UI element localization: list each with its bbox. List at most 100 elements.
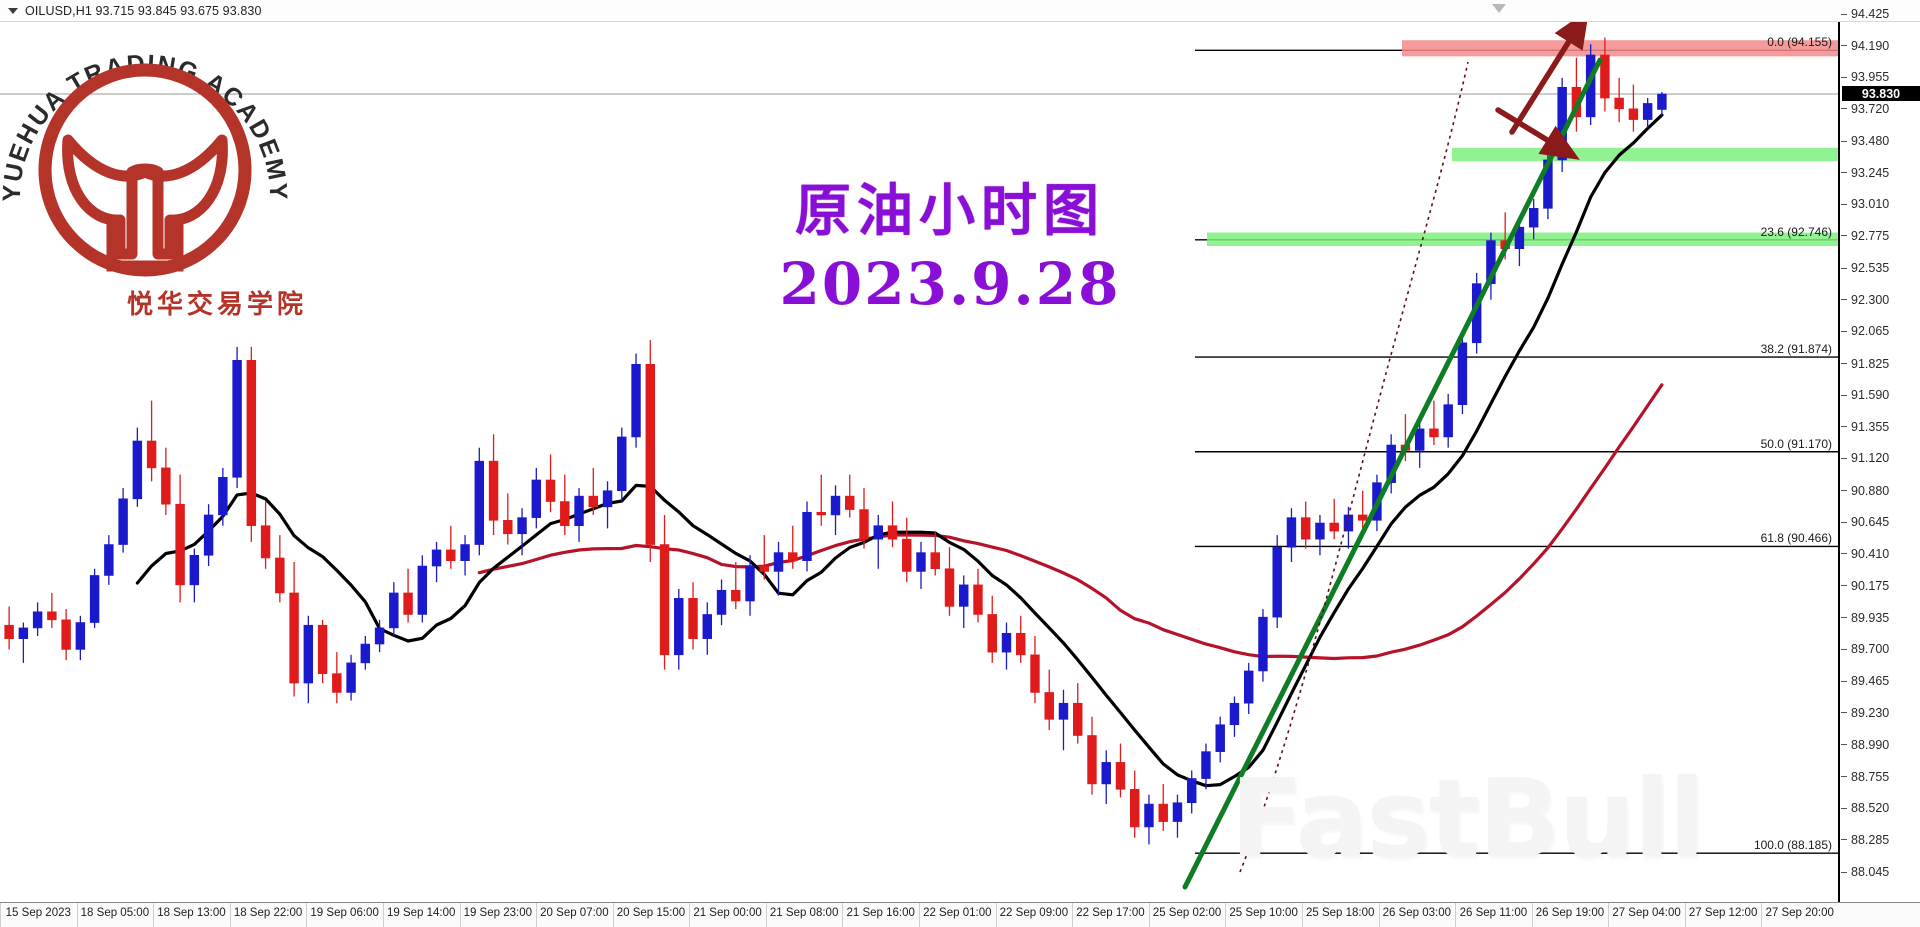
candle-body bbox=[1528, 208, 1539, 228]
candle-body bbox=[1329, 522, 1339, 532]
tick-dash bbox=[1841, 235, 1847, 237]
time-tick-separator bbox=[1148, 903, 1150, 927]
candle-body bbox=[1357, 514, 1368, 521]
candle-body bbox=[873, 525, 883, 540]
tick-dash bbox=[1841, 45, 1847, 47]
price-tick-label: 90.645 bbox=[1851, 515, 1890, 530]
price-axis[interactable]: 93.830 94.425 94.190 93.955 93.720 93.480 93.… bbox=[1838, 7, 1920, 902]
candle-body bbox=[1443, 404, 1453, 438]
time-tick-separator bbox=[1072, 903, 1074, 927]
price-tick-label: 90.410 bbox=[1851, 546, 1890, 561]
time-tick-separator bbox=[76, 903, 78, 927]
time-tick-separator bbox=[689, 903, 691, 927]
candle-body bbox=[1642, 103, 1653, 120]
candle-body bbox=[830, 495, 841, 516]
price-tick: 93.720 bbox=[1840, 102, 1920, 116]
tick-dash bbox=[1841, 585, 1847, 587]
candle-body bbox=[218, 476, 228, 516]
price-tick-label: 93.955 bbox=[1851, 70, 1890, 85]
candle-body bbox=[902, 538, 912, 572]
price-tick-label: 88.520 bbox=[1851, 801, 1890, 816]
price-tick: 91.355 bbox=[1840, 420, 1920, 434]
bullish-arrow bbox=[1509, 22, 1590, 135]
price-tick-label: 89.700 bbox=[1851, 642, 1890, 657]
candle-body bbox=[845, 495, 855, 510]
candle-body bbox=[189, 554, 200, 586]
price-tick: 91.590 bbox=[1840, 388, 1920, 402]
time-tick-label: 22 Sep 01:00 bbox=[923, 907, 992, 919]
candle-body bbox=[332, 673, 342, 693]
time-tick-separator bbox=[1608, 903, 1610, 927]
candle-body bbox=[531, 479, 542, 518]
fib-level-label: 50.0 (91.170) bbox=[1760, 436, 1832, 451]
price-tick-label: 88.285 bbox=[1851, 832, 1890, 847]
candle-body bbox=[944, 568, 955, 607]
time-tick-label: 18 Sep 22:00 bbox=[233, 907, 303, 919]
tick-dash bbox=[1841, 553, 1847, 555]
fib-level-label: 0.0 (94.155) bbox=[1767, 35, 1832, 50]
time-tick-separator bbox=[1684, 903, 1686, 927]
candle-body bbox=[460, 544, 470, 561]
support-zone-upper bbox=[1452, 147, 1838, 162]
candlestick-canvas bbox=[0, 22, 1838, 890]
time-tick-label: 27 Sep 12:00 bbox=[1688, 907, 1758, 919]
tick-dash bbox=[1841, 267, 1847, 269]
time-tick-separator bbox=[536, 903, 538, 927]
tick-dash bbox=[1841, 140, 1847, 142]
price-tick-label: 91.120 bbox=[1851, 451, 1890, 466]
time-tick-separator bbox=[306, 903, 308, 927]
candle-body bbox=[1158, 803, 1168, 822]
price-tick-label: 93.010 bbox=[1851, 197, 1890, 212]
time-axis[interactable]: 15 Sep 2023 18 Sep 05:00 18 Sep 13:00 18 Se… bbox=[0, 902, 1920, 927]
tick-dash bbox=[1841, 394, 1847, 396]
tick-dash bbox=[1841, 648, 1847, 650]
price-tick-label: 88.755 bbox=[1851, 769, 1890, 784]
candle-body bbox=[1229, 702, 1240, 726]
chevron-down-icon[interactable] bbox=[8, 7, 18, 14]
candle-body bbox=[61, 619, 71, 650]
chart-plot-area[interactable]: 0.0 (94.155) 23.6 (92.746) 38.2 (91.874) 50… bbox=[0, 22, 1838, 902]
price-tick-label: 93.480 bbox=[1851, 134, 1890, 149]
candle-body bbox=[146, 440, 157, 469]
candle-body bbox=[702, 614, 712, 639]
candle-body bbox=[745, 565, 755, 602]
candle-body bbox=[417, 565, 428, 615]
price-tick-label: 89.935 bbox=[1851, 610, 1890, 625]
tick-dash bbox=[1841, 108, 1847, 110]
price-tick: 89.935 bbox=[1840, 611, 1920, 625]
candle-body bbox=[303, 624, 314, 684]
candle-body bbox=[118, 498, 128, 545]
price-tick: 91.120 bbox=[1840, 451, 1920, 465]
price-tick: 93.480 bbox=[1840, 134, 1920, 148]
price-tick-label: 93.720 bbox=[1851, 101, 1890, 116]
candle-body bbox=[602, 490, 613, 508]
candle-body bbox=[474, 460, 485, 545]
price-tick: 88.045 bbox=[1840, 865, 1920, 879]
time-tick-separator bbox=[1378, 903, 1380, 927]
tick-dash bbox=[1841, 521, 1847, 523]
price-tick: 93.010 bbox=[1840, 197, 1920, 211]
time-tick-separator bbox=[1531, 903, 1533, 927]
price-tick: 88.755 bbox=[1840, 770, 1920, 784]
candle-body bbox=[574, 495, 584, 527]
uptrend-line bbox=[1182, 57, 1603, 890]
time-tick-separator bbox=[0, 903, 1, 927]
tick-dash bbox=[1841, 744, 1847, 746]
time-tick-separator bbox=[229, 903, 231, 927]
candle-body bbox=[104, 544, 114, 576]
price-tick: 89.700 bbox=[1840, 642, 1920, 656]
candle-body bbox=[759, 565, 769, 572]
candle-body bbox=[1614, 97, 1624, 110]
price-tick-label: 92.775 bbox=[1851, 228, 1890, 243]
time-tick-separator bbox=[1455, 903, 1457, 927]
candle-body bbox=[731, 589, 741, 602]
candle-body bbox=[47, 611, 57, 621]
time-tick-separator bbox=[612, 903, 614, 927]
time-tick-label: 25 Sep 10:00 bbox=[1229, 907, 1298, 919]
time-tick-separator bbox=[153, 903, 155, 927]
price-tick: 92.775 bbox=[1840, 229, 1920, 243]
time-tick-label: 25 Sep 18:00 bbox=[1305, 907, 1375, 919]
price-tick-label: 93.245 bbox=[1851, 165, 1890, 180]
tick-dash bbox=[1841, 13, 1847, 15]
candle-body bbox=[346, 662, 356, 693]
